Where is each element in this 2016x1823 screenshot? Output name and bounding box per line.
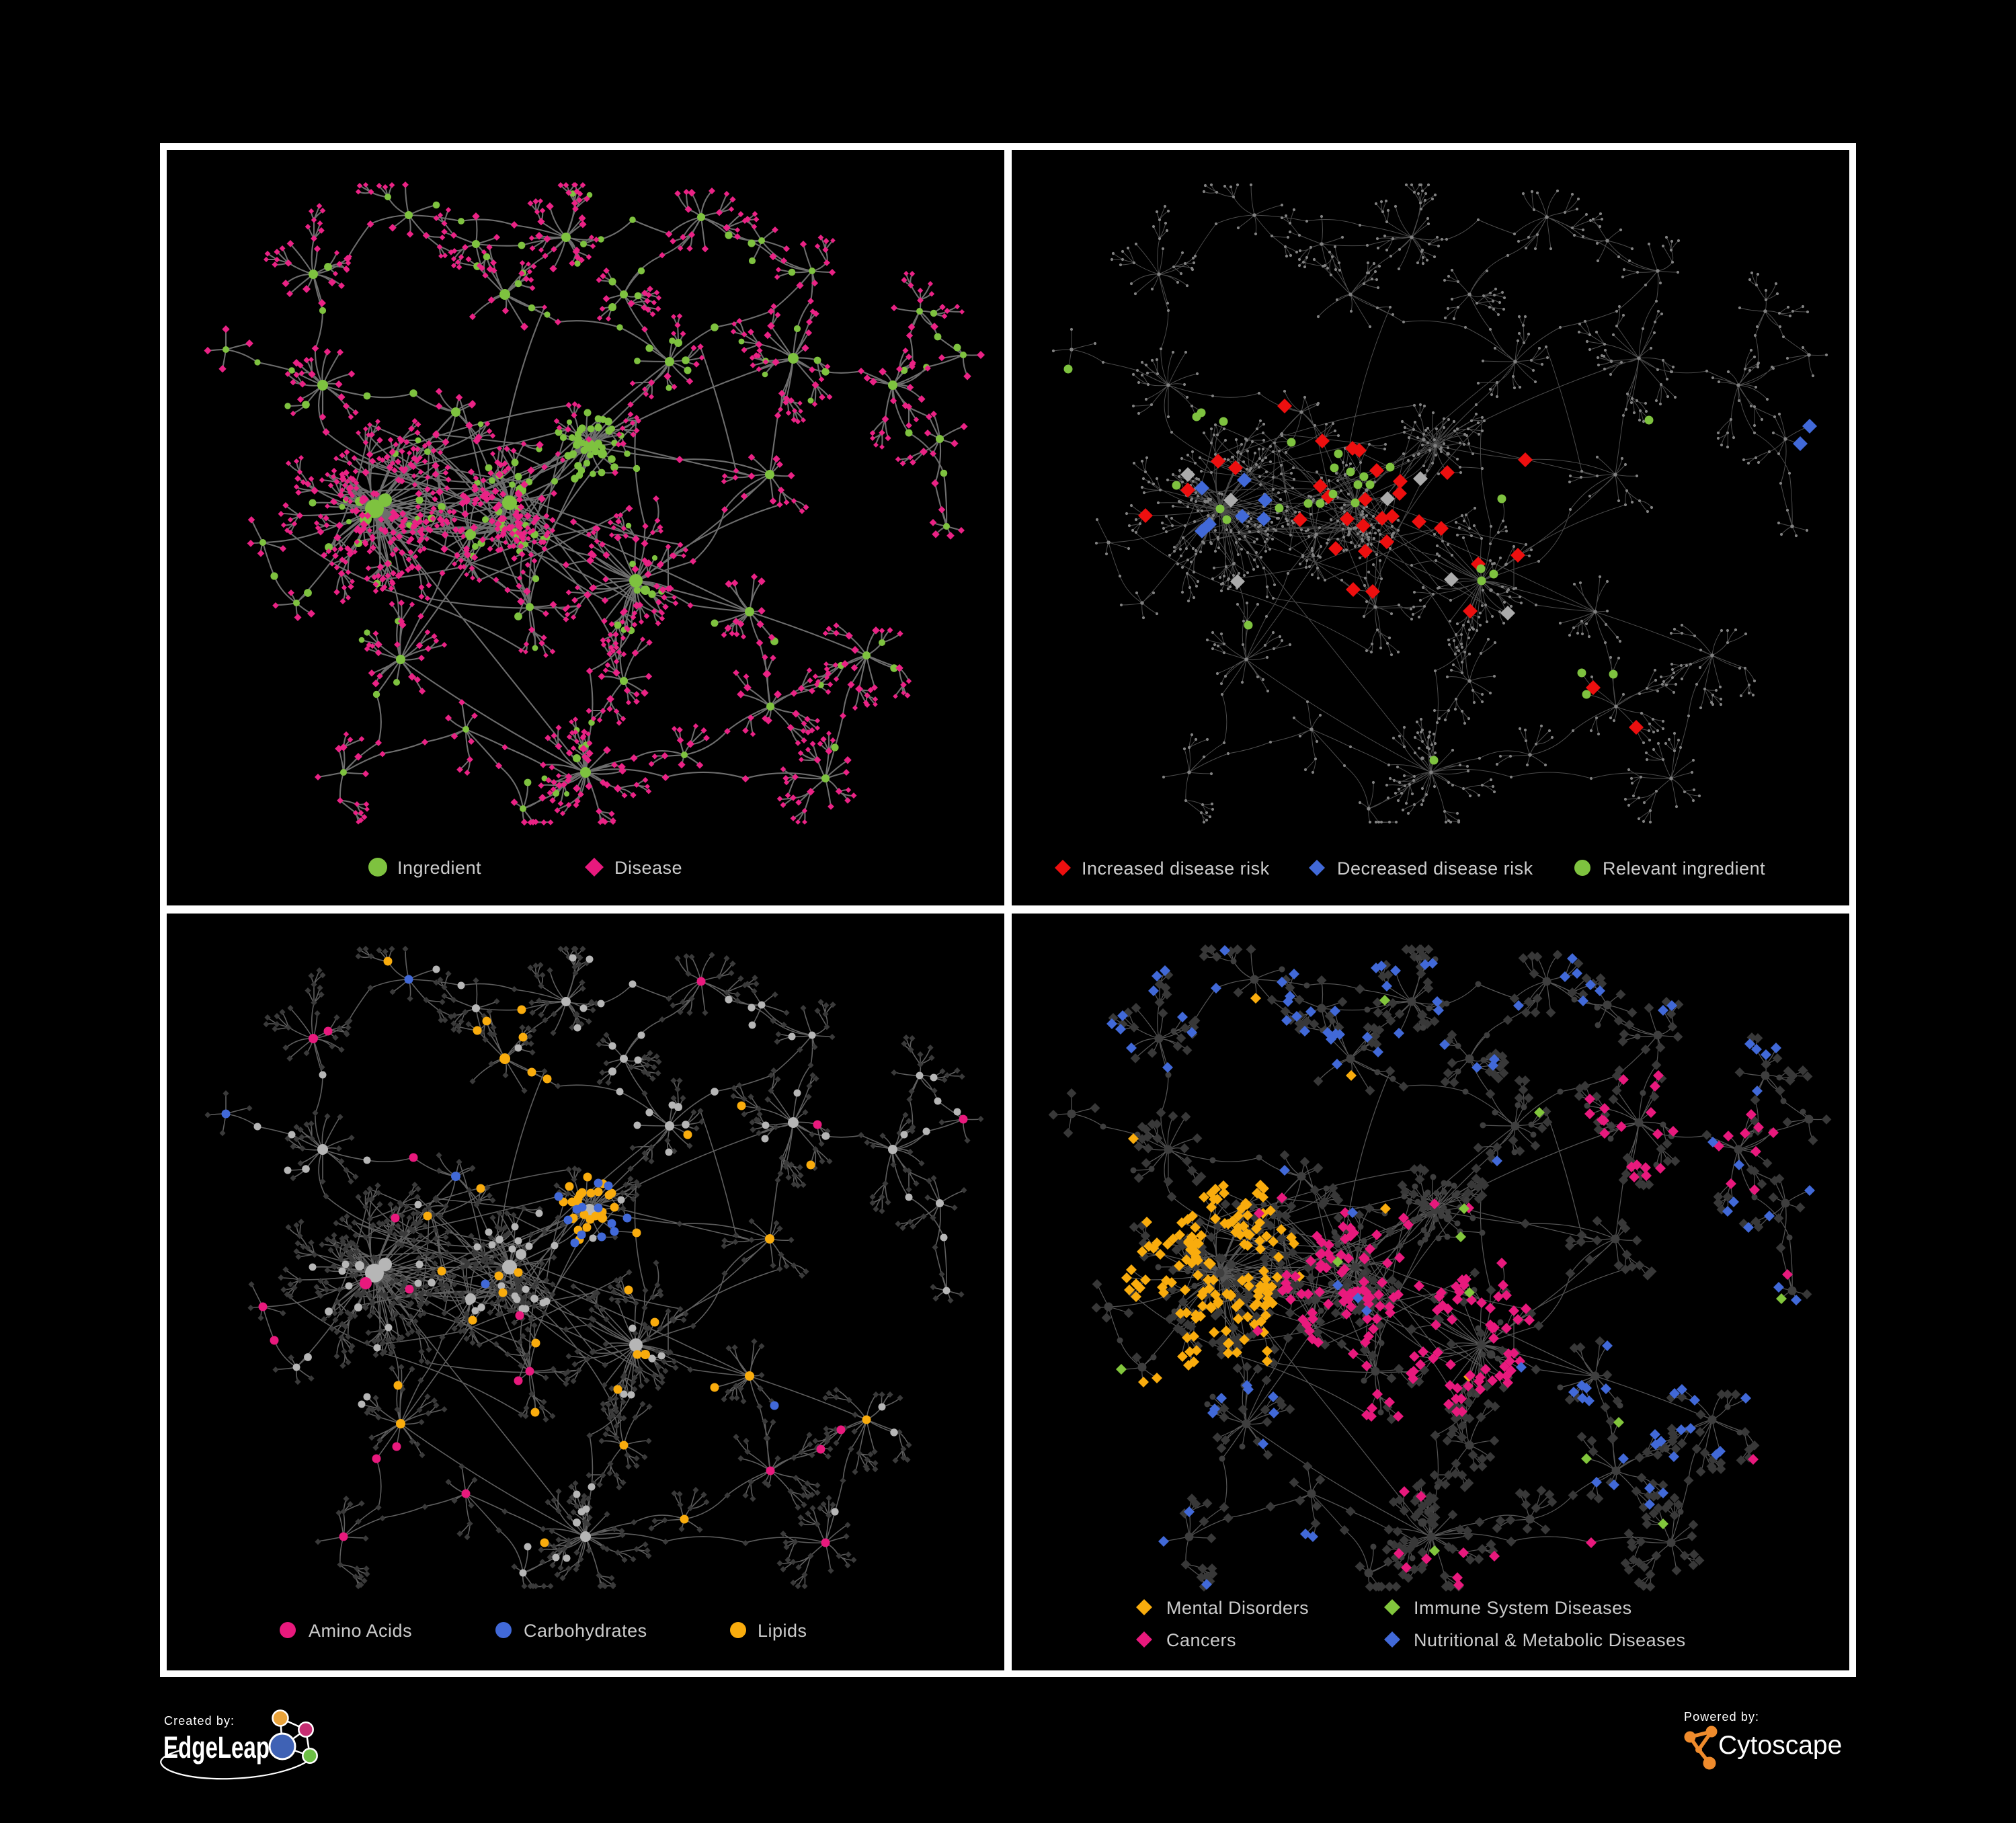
svg-text:Amino Acids: Amino Acids	[309, 1621, 412, 1641]
svg-text:Relevant ingredient: Relevant ingredient	[1603, 858, 1765, 879]
svg-text:Mental Disorders: Mental Disorders	[1166, 1598, 1309, 1618]
svg-text:Created by:: Created by:	[164, 1714, 235, 1728]
svg-text:Ingredient: Ingredient	[397, 858, 481, 878]
svg-text:Decreased disease risk: Decreased disease risk	[1337, 858, 1533, 879]
svg-text:Carbohydrates: Carbohydrates	[524, 1621, 647, 1641]
svg-text:Cancers: Cancers	[1166, 1630, 1236, 1650]
svg-text:Powered by:: Powered by:	[1684, 1710, 1759, 1724]
svg-text:Nutritional & Metabolic Diseas: Nutritional & Metabolic Diseases	[1414, 1630, 1686, 1650]
svg-text:Increased disease risk: Increased disease risk	[1082, 858, 1270, 879]
svg-text:Immune System Diseases: Immune System Diseases	[1414, 1598, 1632, 1618]
svg-text:EdgeLeap: EdgeLeap	[163, 1730, 270, 1765]
svg-text:Cytoscape: Cytoscape	[1718, 1731, 1842, 1760]
svg-text:Disease: Disease	[614, 858, 682, 878]
svg-text:Lipids: Lipids	[758, 1621, 807, 1641]
